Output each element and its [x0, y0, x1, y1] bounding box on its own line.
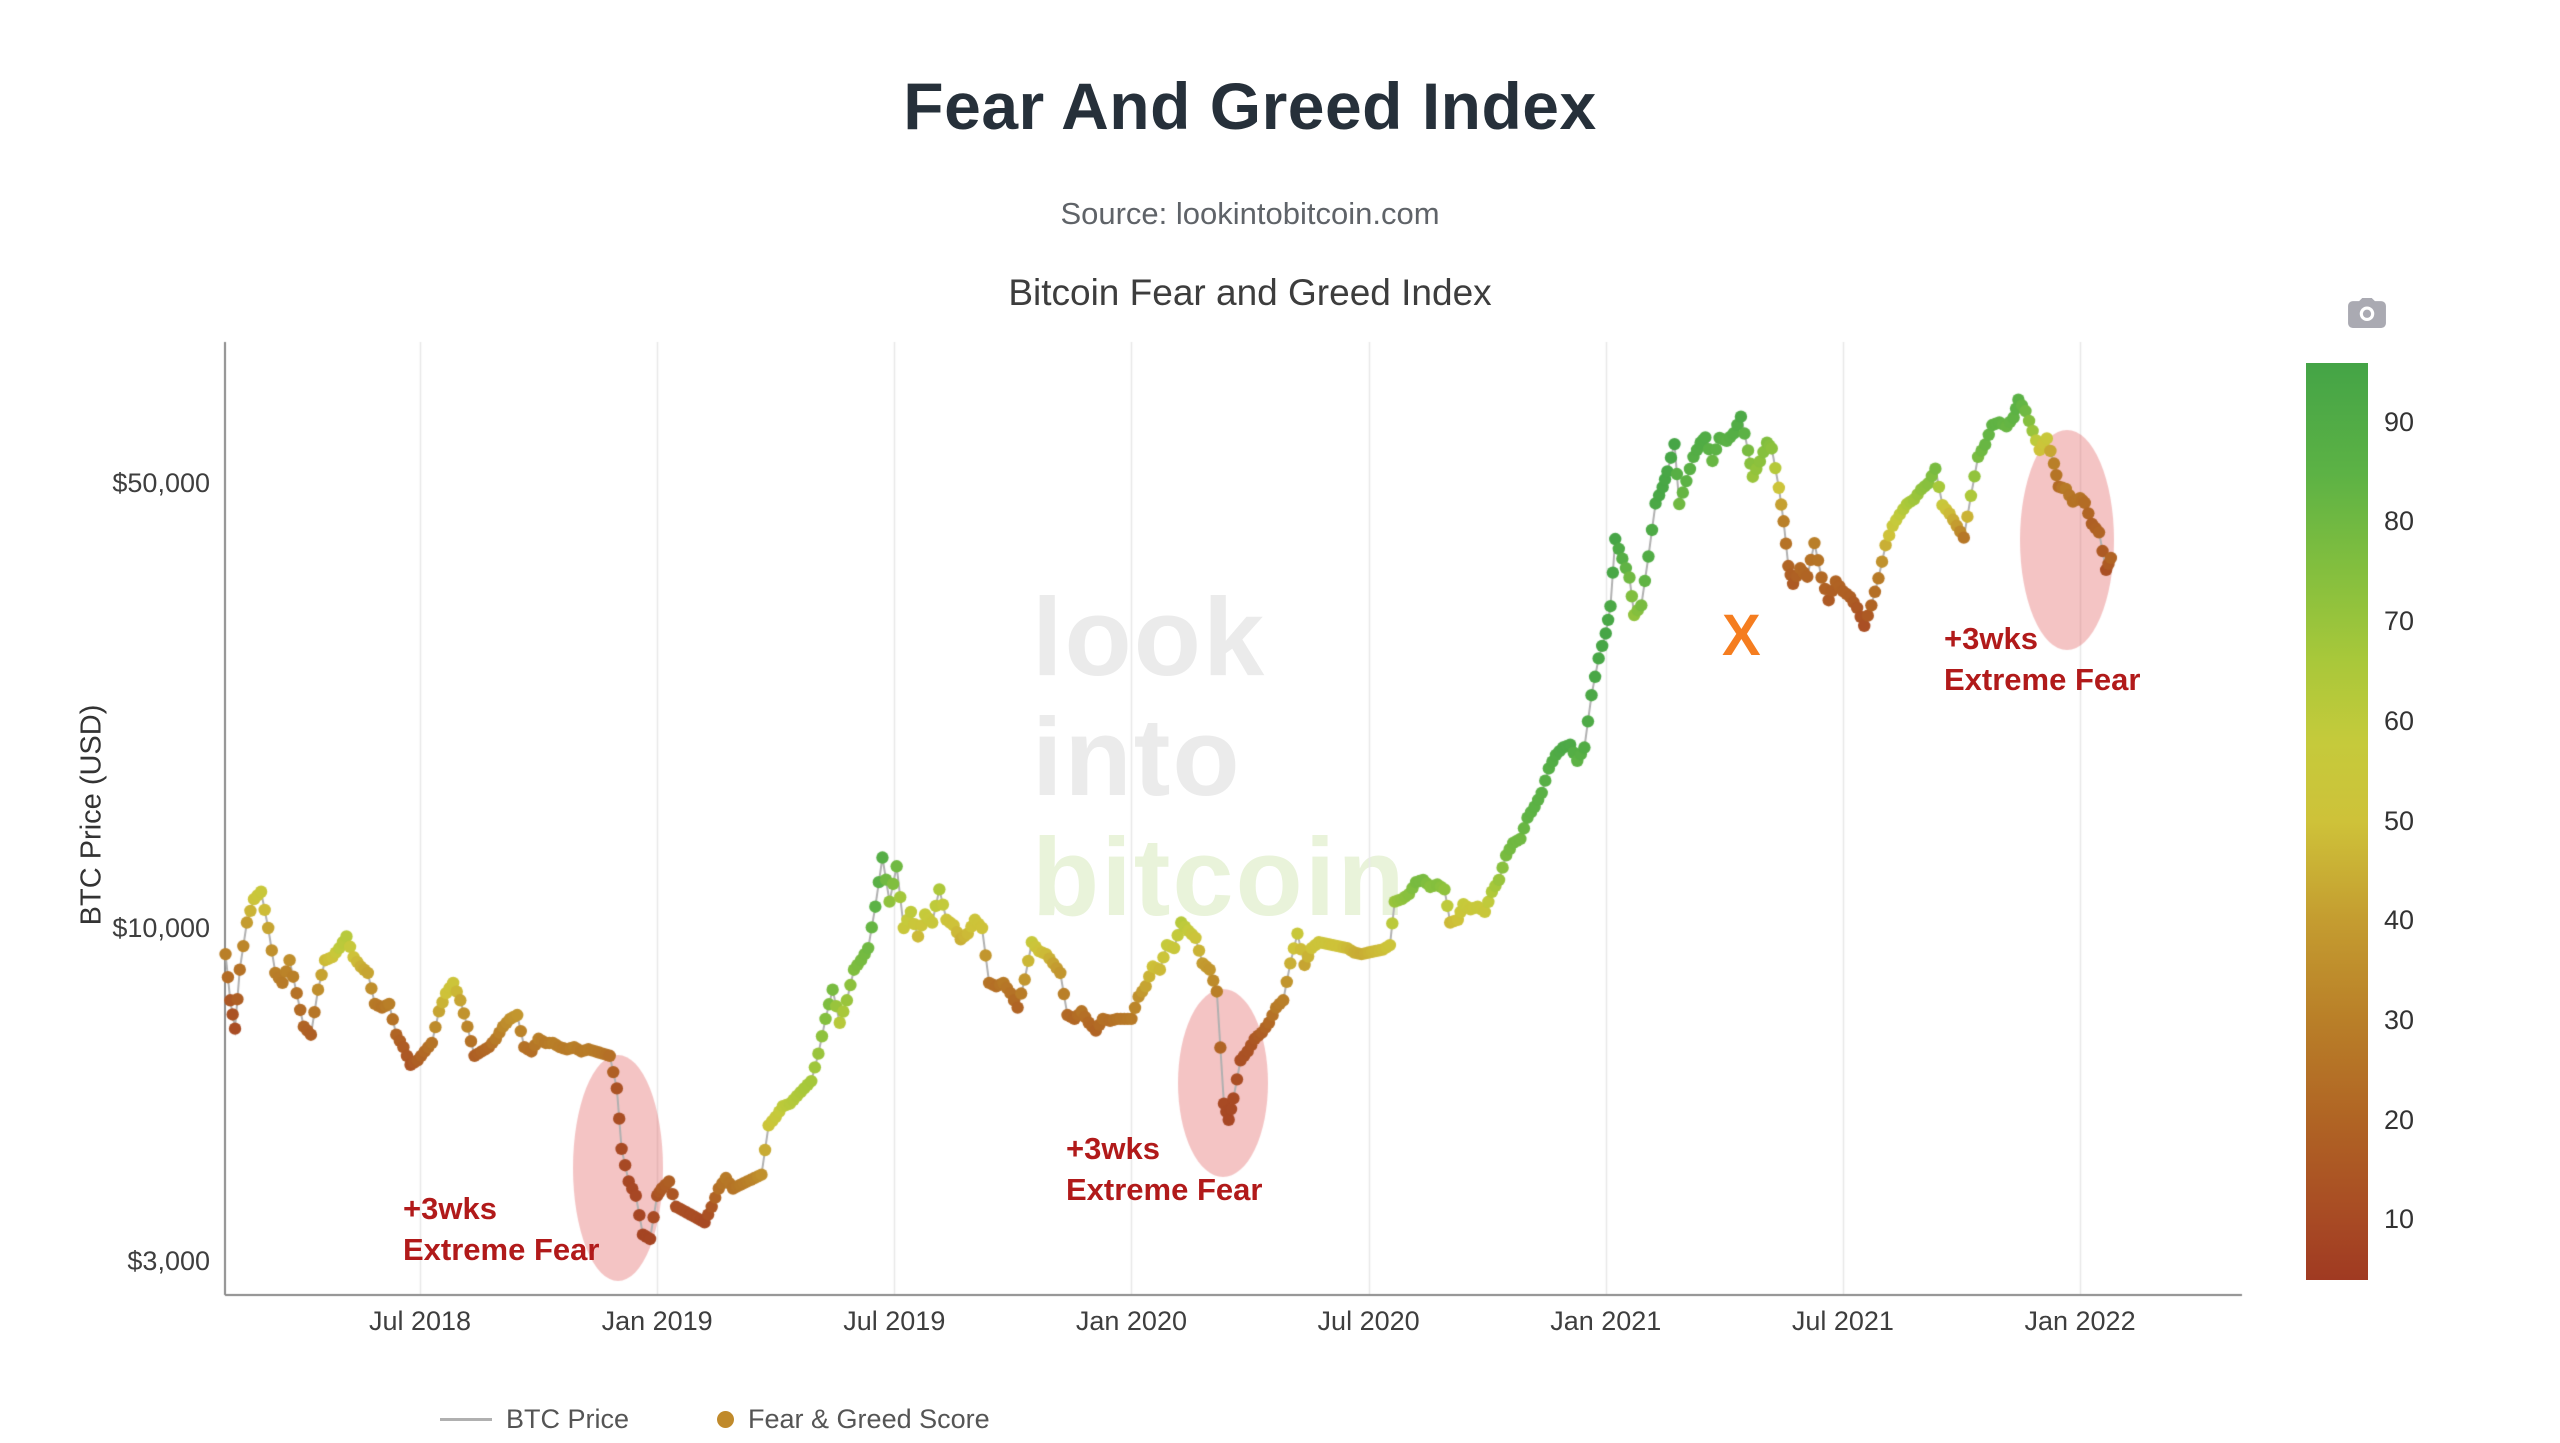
colorbar-tick-60: 60: [2384, 705, 2415, 736]
colorbar-tick-30: 30: [2384, 1004, 2415, 1035]
fear-greed-colorbar: [2306, 363, 2368, 1280]
x-tick-5: Jan 2021: [1550, 1306, 1662, 1336]
x-tick-6: Jul 2021: [1791, 1306, 1894, 1336]
colorbar-tick-70: 70: [2384, 606, 2415, 637]
colorbar-tick-20: 20: [2384, 1104, 2415, 1135]
y-axis-title: BTC Price (USD): [75, 704, 108, 926]
btc-price-line-swatch[interactable]: [440, 1418, 492, 1421]
legend: BTC Price Fear & Greed Score: [440, 1404, 990, 1435]
x-tick-0: Jul 2018: [368, 1306, 472, 1336]
extreme-fear-annotation-2: +3wks Extreme Fear: [1944, 621, 2141, 697]
y-tick-1: $10,000: [112, 913, 210, 943]
colorbar-tick-80: 80: [2384, 506, 2415, 537]
x-tick-3: Jan 2020: [1075, 1306, 1187, 1336]
y-tick-0: $50,000: [112, 467, 210, 498]
legend-fear-greed-label[interactable]: Fear & Greed Score: [748, 1404, 990, 1434]
colorbar-tick-90: 90: [2384, 406, 2415, 437]
x-tick-4: Jul 2020: [1317, 1306, 1420, 1336]
x-tick-2: Jul 2019: [843, 1306, 946, 1336]
x-tick-7: Jan 2022: [2024, 1306, 2136, 1336]
colorbar-tick-40: 40: [2384, 905, 2415, 936]
x-marker: X: [1722, 603, 1761, 668]
colorbar-tick-10: 10: [2384, 1204, 2415, 1235]
y-tick-2: $3,000: [127, 1246, 210, 1277]
x-tick-1: Jan 2019: [601, 1306, 713, 1336]
legend-btc-price-label[interactable]: BTC Price: [506, 1404, 630, 1434]
colorbar-tick-50: 50: [2384, 805, 2415, 836]
extreme-fear-annotation-1: +3wks Extreme Fear: [1066, 1131, 1263, 1207]
extreme-fear-annotation-0: +3wks Extreme Fear: [403, 1191, 600, 1267]
fear-greed-dot-swatch[interactable]: [717, 1411, 735, 1428]
